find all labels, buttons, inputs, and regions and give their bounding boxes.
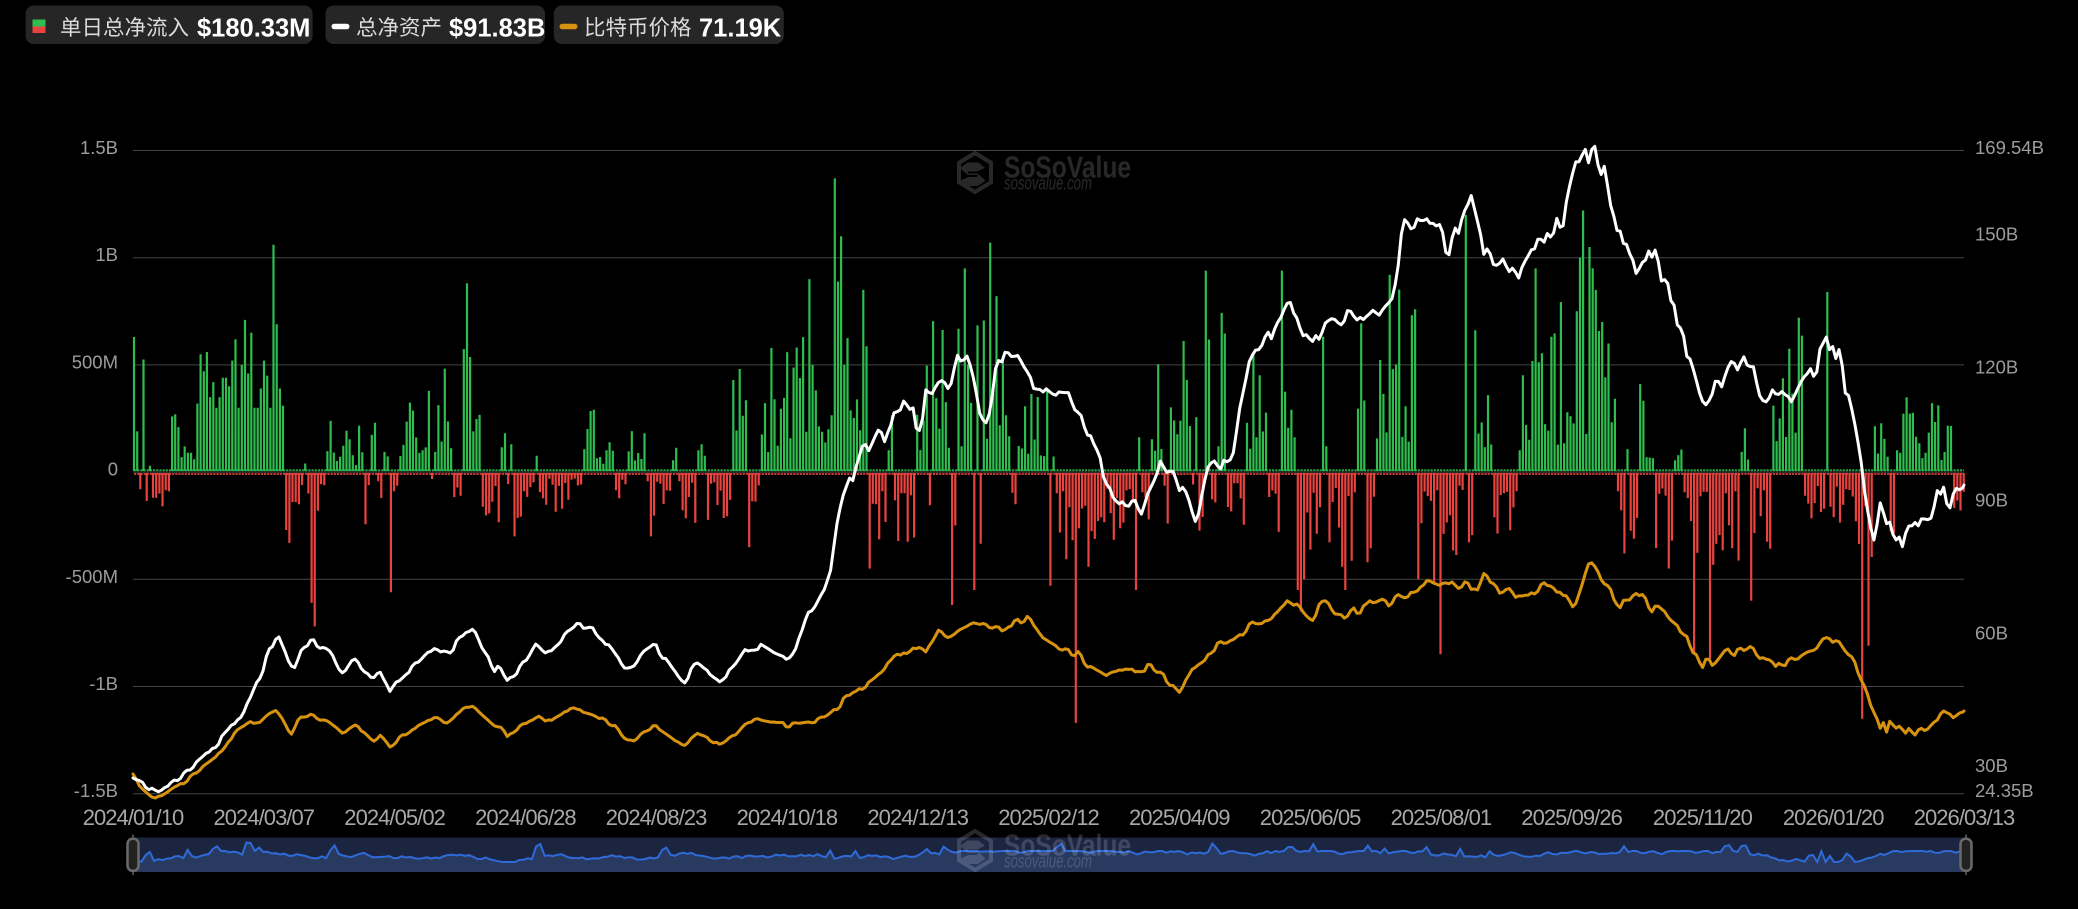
svg-text:-1B: -1B xyxy=(89,673,118,694)
svg-text:2025/04/09: 2025/04/09 xyxy=(1129,805,1230,830)
svg-text:2025/11/20: 2025/11/20 xyxy=(1653,805,1753,830)
svg-text:2024/01/10: 2024/01/10 xyxy=(83,805,184,830)
svg-text:2026/03/13: 2026/03/13 xyxy=(1914,805,2015,830)
svg-text:120B: 120B xyxy=(1975,357,2018,378)
svg-text:2024/05/02: 2024/05/02 xyxy=(344,805,445,830)
svg-text:2025/02/12: 2025/02/12 xyxy=(998,805,1099,830)
svg-text:169.54B: 169.54B xyxy=(1975,137,2044,158)
svg-text:SoSoValue: SoSoValue xyxy=(1004,151,1131,185)
svg-text:60B: 60B xyxy=(1975,622,2008,643)
svg-text:150B: 150B xyxy=(1975,224,2018,245)
svg-text:2026/01/20: 2026/01/20 xyxy=(1783,805,1884,830)
svg-text:2024/06/28: 2024/06/28 xyxy=(475,805,576,830)
svg-text:2024/10/18: 2024/10/18 xyxy=(737,805,838,830)
svg-text:90B: 90B xyxy=(1975,489,2008,510)
svg-text:$91.83B: $91.83B xyxy=(449,15,545,43)
svg-text:2024/08/23: 2024/08/23 xyxy=(606,805,707,830)
svg-text:sosovalue.com: sosovalue.com xyxy=(1004,174,1092,195)
svg-text:71.19K: 71.19K xyxy=(699,15,782,43)
svg-text:1B: 1B xyxy=(95,244,118,265)
svg-text:sosovalue.com: sosovalue.com xyxy=(1004,852,1092,873)
svg-text:-500M: -500M xyxy=(66,566,118,587)
svg-text:30B: 30B xyxy=(1975,755,2008,776)
svg-text:$180.33M: $180.33M xyxy=(197,15,310,43)
svg-text:2025/08/01: 2025/08/01 xyxy=(1391,805,1492,830)
svg-text:SoSoValue: SoSoValue xyxy=(1004,829,1131,863)
svg-text:2024/12/13: 2024/12/13 xyxy=(867,805,968,830)
svg-text:24.35B: 24.35B xyxy=(1975,780,2034,801)
svg-text:500M: 500M xyxy=(72,351,118,372)
svg-text:2025/09/26: 2025/09/26 xyxy=(1521,805,1622,830)
svg-text:2025/06/05: 2025/06/05 xyxy=(1260,805,1361,830)
svg-text:2024/03/07: 2024/03/07 xyxy=(213,805,314,830)
svg-text:-1.5B: -1.5B xyxy=(74,780,118,801)
svg-text:1.5B: 1.5B xyxy=(80,137,118,158)
svg-text:0: 0 xyxy=(108,459,118,480)
